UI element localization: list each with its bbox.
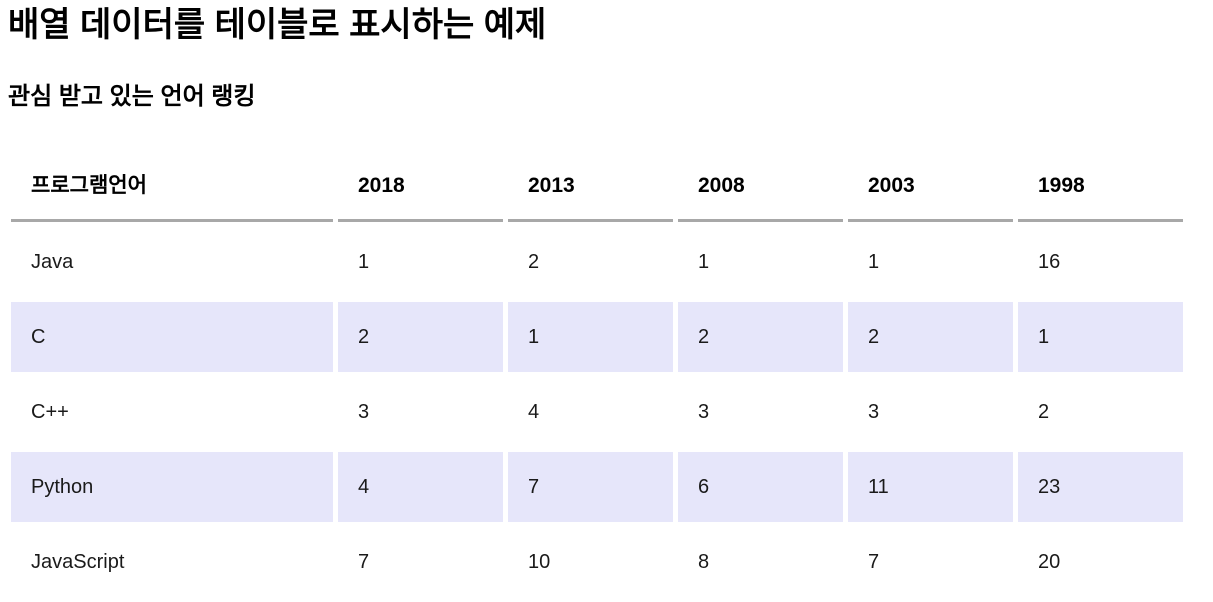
rank-cell: 7 [848, 527, 1013, 598]
language-ranking-table: 프로그램언어 2018 2013 2008 2003 1998 Java 1 2… [6, 149, 1188, 602]
page-title: 배열 데이터를 테이블로 표시하는 예제 [8, 6, 547, 44]
rank-cell: 4 [508, 377, 673, 448]
rank-cell: 1 [338, 227, 503, 298]
rank-cell: 2 [678, 302, 843, 373]
rank-cell: 20 [1018, 527, 1183, 598]
table-row: C 2 1 2 2 1 [11, 302, 1183, 373]
table-row: Python 4 7 6 11 23 [11, 452, 1183, 523]
column-header-2013: 2013 [508, 154, 673, 223]
language-name-cell: JavaScript [11, 527, 333, 598]
language-name-cell: C++ [11, 377, 333, 448]
rank-cell: 16 [1018, 227, 1183, 298]
rank-cell: 2 [338, 302, 503, 373]
table-row: C++ 3 4 3 3 2 [11, 377, 1183, 448]
rank-cell: 23 [1018, 452, 1183, 523]
rank-cell: 3 [848, 377, 1013, 448]
rank-cell: 7 [508, 452, 673, 523]
rank-cell: 6 [678, 452, 843, 523]
language-name-cell: Python [11, 452, 333, 523]
rank-cell: 3 [678, 377, 843, 448]
rank-cell: 7 [338, 527, 503, 598]
language-name-cell: C [11, 302, 333, 373]
rank-cell: 10 [508, 527, 673, 598]
column-header-2008: 2008 [678, 154, 843, 223]
rank-cell: 1 [1018, 302, 1183, 373]
language-name-cell: Java [11, 227, 333, 298]
table-row: JavaScript 7 10 8 7 20 [11, 527, 1183, 598]
rank-cell: 1 [848, 227, 1013, 298]
rank-cell: 2 [1018, 377, 1183, 448]
column-header-language: 프로그램언어 [11, 154, 333, 223]
rank-cell: 4 [338, 452, 503, 523]
rank-cell: 11 [848, 452, 1013, 523]
column-header-2003: 2003 [848, 154, 1013, 223]
column-header-1998: 1998 [1018, 154, 1183, 223]
rank-cell: 3 [338, 377, 503, 448]
rank-cell: 8 [678, 527, 843, 598]
rank-cell: 2 [508, 227, 673, 298]
rank-cell: 2 [848, 302, 1013, 373]
rank-cell: 1 [508, 302, 673, 373]
table-row: Java 1 2 1 1 16 [11, 227, 1183, 298]
rank-cell: 1 [678, 227, 843, 298]
section-subtitle: 관심 받고 있는 언어 랭킹 [8, 83, 256, 111]
table-header-row: 프로그램언어 2018 2013 2008 2003 1998 [11, 154, 1183, 223]
column-header-2018: 2018 [338, 154, 503, 223]
